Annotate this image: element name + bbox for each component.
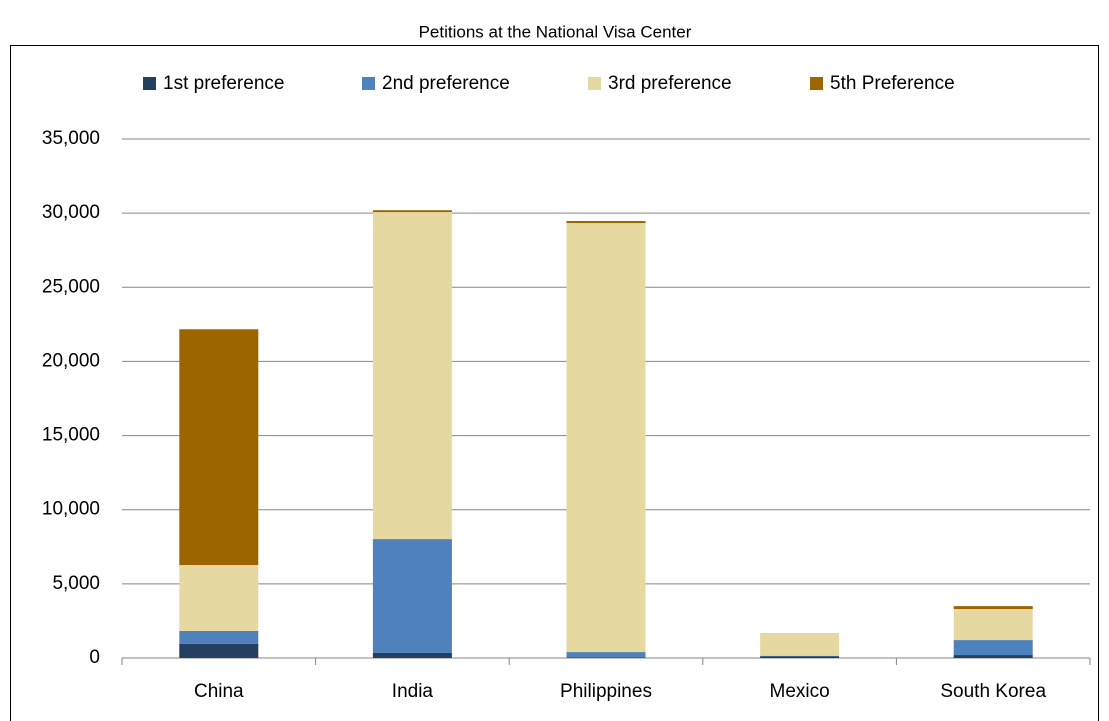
- x-tick-label: India: [392, 681, 434, 702]
- bar-segment: [372, 539, 452, 653]
- x-tick-label: Philippines: [560, 681, 652, 702]
- y-tick-label: 25,000: [42, 276, 100, 297]
- y-tick-label: 5,000: [52, 573, 100, 594]
- x-tick-label: Mexico: [770, 681, 830, 702]
- x-tick-label: China: [194, 681, 244, 702]
- legend-swatch: [588, 77, 601, 90]
- legend-label: 5th Preference: [830, 73, 955, 94]
- bar-segment: [179, 643, 259, 658]
- y-tick-label: 30,000: [42, 202, 100, 223]
- y-tick-label: 35,000: [42, 128, 100, 149]
- legend-label: 1st preference: [163, 73, 284, 94]
- bar-segment: [179, 565, 259, 632]
- legend-swatch: [143, 77, 156, 90]
- y-tick-label: 10,000: [42, 499, 100, 520]
- bar-segment: [953, 606, 1033, 610]
- bar-segment: [372, 210, 452, 213]
- x-tick-label: South Korea: [940, 681, 1046, 702]
- legend-label: 3rd preference: [608, 73, 732, 94]
- bar-segment: [953, 609, 1033, 641]
- bar-segment: [566, 223, 646, 653]
- y-tick-label: 15,000: [42, 425, 100, 446]
- bar-segment: [953, 640, 1033, 656]
- bar-segment: [372, 652, 452, 658]
- legend-swatch: [810, 77, 823, 90]
- y-tick-label: 0: [89, 647, 100, 668]
- y-tick-label: 20,000: [42, 350, 100, 371]
- chart-frame: [10, 45, 1099, 721]
- bar-segment: [372, 212, 452, 540]
- bar-segment: [566, 652, 646, 658]
- legend-label: 2nd preference: [382, 73, 510, 94]
- bar-segment: [179, 329, 259, 566]
- bar-segment: [566, 221, 646, 224]
- bar-segment: [179, 631, 259, 644]
- bar-segment: [760, 656, 840, 658]
- bar-segment: [760, 633, 840, 656]
- chart-title: Petitions at the National Visa Center: [419, 22, 692, 41]
- legend-swatch: [362, 77, 375, 90]
- bar-segment: [953, 655, 1033, 658]
- bar-segment: [760, 655, 840, 657]
